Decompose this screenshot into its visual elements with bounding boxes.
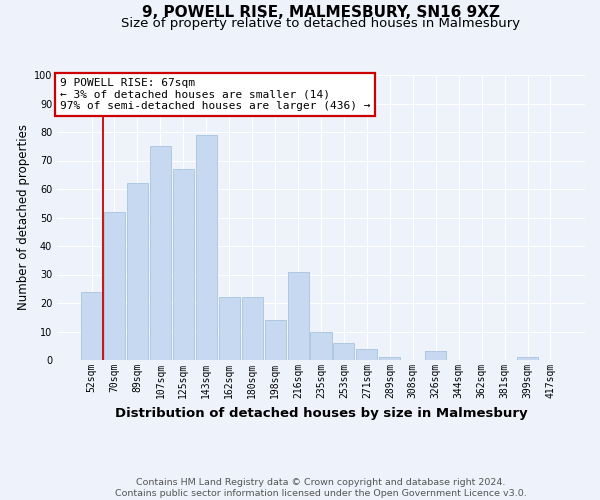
Text: 9 POWELL RISE: 67sqm
← 3% of detached houses are smaller (14)
97% of semi-detach: 9 POWELL RISE: 67sqm ← 3% of detached ho… — [59, 78, 370, 111]
Bar — [310, 332, 332, 360]
Bar — [150, 146, 171, 360]
Bar — [81, 292, 102, 360]
Bar — [127, 184, 148, 360]
Y-axis label: Number of detached properties: Number of detached properties — [17, 124, 29, 310]
Bar — [173, 169, 194, 360]
Bar — [104, 212, 125, 360]
Bar — [517, 357, 538, 360]
Bar — [287, 272, 308, 360]
Bar — [218, 298, 240, 360]
Text: Size of property relative to detached houses in Malmesbury: Size of property relative to detached ho… — [121, 18, 521, 30]
Bar — [265, 320, 286, 360]
Bar — [242, 298, 263, 360]
Bar — [425, 352, 446, 360]
Text: Contains HM Land Registry data © Crown copyright and database right 2024.
Contai: Contains HM Land Registry data © Crown c… — [115, 478, 527, 498]
Text: Distribution of detached houses by size in Malmesbury: Distribution of detached houses by size … — [115, 408, 527, 420]
Bar — [196, 135, 217, 360]
Bar — [356, 348, 377, 360]
Text: 9, POWELL RISE, MALMESBURY, SN16 9XZ: 9, POWELL RISE, MALMESBURY, SN16 9XZ — [142, 5, 500, 20]
Bar — [334, 343, 355, 360]
Bar — [379, 357, 400, 360]
